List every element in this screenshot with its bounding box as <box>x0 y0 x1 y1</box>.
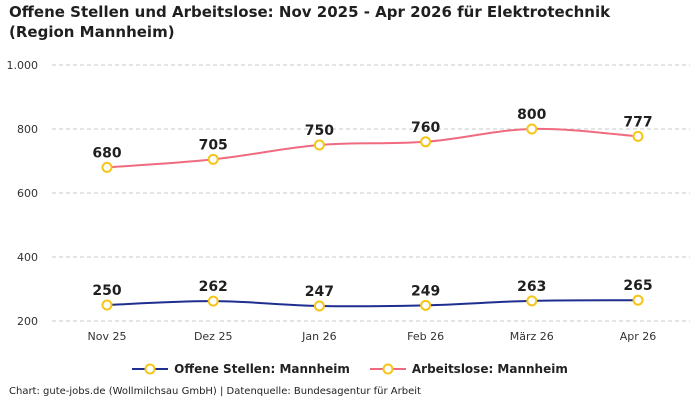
data-point <box>632 130 644 142</box>
data-point <box>420 136 432 148</box>
x-axis-ticks: Nov 25 Dez 25 Jan 26 Feb 26 März 26 Apr 26 <box>88 330 657 343</box>
series-line-offene-stellen <box>106 299 639 308</box>
data-label: 800 <box>517 107 546 123</box>
data-label: 262 <box>199 279 228 295</box>
data-label: 249 <box>411 283 440 299</box>
x-tick-label: Dez 25 <box>194 330 233 343</box>
x-tick-label: Feb 26 <box>407 330 444 343</box>
y-tick-label: 800 <box>17 123 38 136</box>
legend-label-arbeitslose: Arbeitslose: Mannheim <box>411 362 568 376</box>
y-tick-label: 600 <box>17 187 38 200</box>
data-point <box>101 161 113 173</box>
legend-label-offene-stellen: Offene Stellen: Mannheim <box>174 362 350 376</box>
data-point <box>207 295 219 307</box>
y-axis-ticks: 200 400 600 800 1.000 <box>7 59 39 328</box>
data-label: 750 <box>305 123 334 139</box>
y-tick-label: 400 <box>17 251 38 264</box>
data-label: 777 <box>623 114 652 130</box>
data-point <box>526 123 538 135</box>
y-tick-label: 1.000 <box>7 59 39 72</box>
chart-title: Offene Stellen und Arbeitslose: Nov 2025… <box>9 3 611 41</box>
legend-item-arbeitslose[interactable]: Arbeitslose: Mannheim <box>369 362 568 376</box>
data-point <box>632 294 644 306</box>
data-point <box>526 295 538 307</box>
data-point <box>313 139 325 151</box>
data-point <box>207 153 219 165</box>
source-note: Chart: gute-jobs.de (Wollmilchsau GmbH) … <box>9 386 421 397</box>
data-point <box>101 299 113 311</box>
x-tick-label: März 26 <box>510 330 554 343</box>
grid-lines <box>52 64 690 322</box>
x-tick-label: Apr 26 <box>620 330 657 343</box>
y-tick-label: 200 <box>17 315 38 328</box>
data-label: 247 <box>305 284 334 300</box>
line-chart: 200 400 600 800 1.000 Nov 25 Dez 25 Jan 26 Feb … <box>7 59 690 343</box>
data-label: 680 <box>92 145 121 161</box>
legend-swatch-offene-stellen <box>132 363 169 375</box>
legend: Offene Stellen: Mannheim Arbeitslose: Ma… <box>0 362 700 376</box>
data-point <box>420 299 432 311</box>
data-label: 705 <box>199 137 228 153</box>
x-tick-label: Jan 26 <box>301 330 336 343</box>
legend-item-offene-stellen[interactable]: Offene Stellen: Mannheim <box>132 362 350 376</box>
data-labels: 250 262 247 249 263 265 680 705 750 760 800 777 <box>92 107 652 300</box>
data-label: 263 <box>517 279 546 295</box>
series-line-arbeitslose <box>106 127 639 169</box>
data-label: 265 <box>623 278 652 294</box>
x-tick-label: Nov 25 <box>88 330 127 343</box>
data-label: 760 <box>411 120 440 136</box>
series-points <box>101 123 644 312</box>
data-point <box>313 300 325 312</box>
data-label: 250 <box>92 283 121 299</box>
legend-swatch-arbeitslose <box>369 363 406 375</box>
series-lines <box>106 127 639 308</box>
